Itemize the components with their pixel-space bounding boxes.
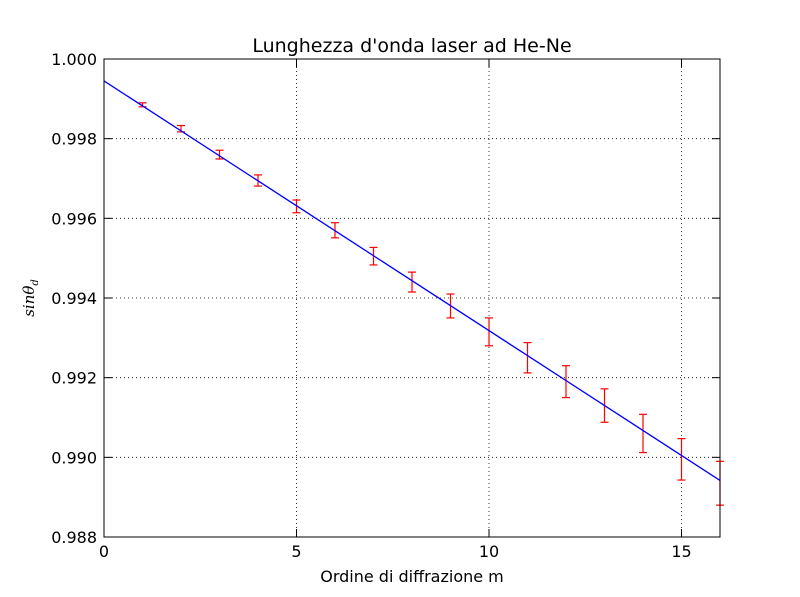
x-tick-label: 0 <box>99 542 109 561</box>
y-tick-label: 0.998 <box>51 130 97 149</box>
y-axis-label: sinθd <box>20 279 41 317</box>
error-bar <box>523 342 532 374</box>
error-bar <box>485 317 493 347</box>
y-tick-label: 0.988 <box>51 528 97 547</box>
error-bar <box>408 271 416 293</box>
error-bar <box>639 413 647 454</box>
y-tick-label: 0.992 <box>51 369 97 388</box>
y-axis-label-symbol: θ <box>20 286 38 295</box>
data-area <box>103 80 724 506</box>
x-tick-label: 10 <box>479 542 499 561</box>
chart-title: Lunghezza d'onda laser ad He-Ne <box>252 35 571 57</box>
ticks: 0 5 10 15 0.988 0.990 0.992 0.994 0.996 0.998 1.00… <box>51 50 720 561</box>
y-tick-label: 0.990 <box>51 448 97 467</box>
error-bar <box>562 365 570 399</box>
fit-line <box>103 80 721 481</box>
x-tick-label: 15 <box>671 542 691 561</box>
error-bar <box>215 149 224 160</box>
y-tick-label: 0.996 <box>51 209 97 228</box>
x-tick-label: 5 <box>291 542 301 561</box>
y-axis-label-subscript: d <box>30 279 41 285</box>
x-axis-label: Ordine di diffrazione m <box>320 567 504 586</box>
y-tick-label: 1.000 <box>51 50 97 69</box>
y-tick-label: 0.994 <box>51 289 97 308</box>
y-axis-label-prefix: sin <box>20 295 38 317</box>
error-bar <box>677 438 686 481</box>
